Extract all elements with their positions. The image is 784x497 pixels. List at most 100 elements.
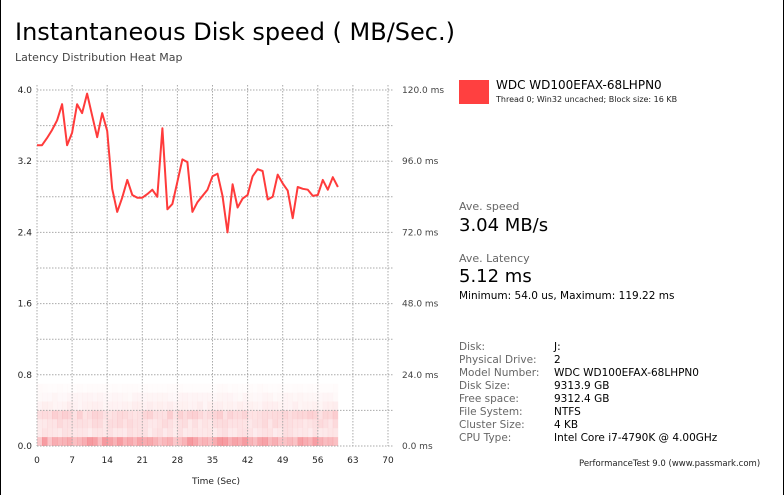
heatmap-cell [147, 392, 153, 402]
heatmap-cell [293, 384, 298, 393]
y2-tick-label: 48.0 ms [402, 300, 439, 310]
y2-tick-label: 72.0 ms [402, 228, 439, 238]
heatmap-cell [122, 384, 127, 393]
heatmap-cell [182, 428, 188, 438]
heatmap-cell [202, 428, 208, 438]
heatmap-cell [102, 428, 108, 438]
info-value: WDC WD100EFAX-68LHPN0 [554, 367, 699, 379]
heatmap-cell [107, 410, 113, 420]
heatmap-cell [122, 401, 128, 411]
heatmap-cell [127, 401, 133, 411]
heatmap-cell [42, 392, 48, 402]
info-key: Physical Drive: [459, 354, 537, 366]
heatmap-cell [312, 392, 319, 402]
heatmap-cell [218, 384, 223, 393]
heatmap-cell [232, 419, 238, 429]
heatmap-cell [282, 437, 289, 446]
heatmap-cell [157, 392, 163, 402]
heatmap-cell [207, 410, 213, 420]
heatmap-cell [192, 419, 198, 429]
heatmap-cell [257, 419, 263, 429]
heatmap-cell [77, 428, 83, 438]
heatmap-cell [297, 437, 304, 446]
heatmap-cell [77, 410, 83, 420]
heatmap-cell [187, 428, 193, 438]
info-value: Intel Core i7-4790K @ 4.00GHz [554, 432, 718, 444]
heatmap-cell [187, 437, 193, 446]
heatmap-cell [112, 419, 118, 429]
heatmap-cell [297, 392, 304, 402]
heatmap-cell [192, 410, 198, 420]
x-tick-label: 49 [277, 456, 289, 466]
heatmap-cell [77, 419, 83, 429]
heatmap-cell [232, 392, 238, 402]
heatmap-cell [317, 392, 324, 402]
disk-speed-chart: 0 7 14 21 28 35 42 49 56 63 70 0.0 0.8 1.6 2.4 3.2 4.0 0.… [18, 85, 444, 487]
heatmap-cell [42, 384, 47, 393]
heatmap-cell [142, 392, 148, 402]
heatmap-cell [232, 401, 238, 411]
heatmap-cell [312, 428, 319, 438]
heatmap-cell [47, 393, 52, 402]
heatmap-cell [302, 410, 309, 420]
heatmap-cell [237, 410, 243, 420]
heatmap-cell [172, 392, 178, 402]
heatmap-cell [297, 428, 304, 438]
heatmap-cell [317, 410, 324, 420]
heatmap-cell [137, 401, 143, 411]
heatmap-cell [222, 401, 228, 411]
heatmap-cell [262, 392, 268, 402]
heatmap-cell [327, 410, 334, 420]
info-value: 9312.4 GB [554, 393, 610, 405]
heatmap-cell [298, 384, 303, 393]
heatmap-cell [72, 401, 78, 411]
heatmap-cell [152, 392, 158, 402]
heatmap-cell [57, 392, 63, 402]
heatmap-cell [238, 384, 243, 393]
heatmap-cell [152, 437, 158, 446]
heatmap-cell [87, 384, 92, 393]
heatmap-cell [302, 419, 309, 429]
heatmap-cell [107, 419, 113, 429]
heatmap-cell [172, 401, 178, 411]
heatmap-cell [318, 384, 323, 393]
heatmap-cell [82, 384, 87, 393]
latency-min-max: Minimum: 54.0 us, Maximum: 119.22 ms [459, 290, 675, 302]
heatmap-cell [277, 437, 283, 446]
heatmap-cell [232, 437, 238, 446]
heatmap-cell [127, 393, 132, 402]
heatmap-cell [242, 437, 248, 446]
heatmap-cell [37, 384, 42, 393]
heatmap-cell [212, 401, 218, 411]
heatmap-cell [152, 410, 158, 420]
heatmap-cell [102, 437, 108, 446]
heatmap-cell [162, 384, 167, 393]
heatmap-cell [237, 437, 243, 446]
heatmap-cell [142, 384, 147, 393]
heatmap-cell [272, 419, 278, 429]
heatmap-cell [333, 384, 338, 393]
x-tick-label: 63 [347, 456, 358, 466]
heatmap-cell [322, 419, 329, 429]
page-title: Instantaneous Disk speed ( MB/Sec.) [15, 18, 455, 46]
info-value: J: [554, 341, 561, 353]
heatmap-cell [97, 437, 103, 446]
heatmap-cell [233, 384, 238, 393]
heatmap-cell [62, 410, 68, 420]
heatmap-cell [77, 401, 83, 411]
heatmap-cell [192, 401, 198, 411]
heatmap-cell [197, 392, 203, 402]
info-row-disk-size: Disk Size: 9313.9 GB [459, 380, 717, 393]
heatmap-cell [72, 428, 78, 438]
heatmap-cell [242, 401, 248, 411]
heatmap-cell [102, 410, 108, 420]
heatmap-cell [327, 392, 334, 402]
heatmap-cell [52, 428, 58, 438]
heatmap-cell [273, 393, 278, 402]
heatmap-cell [157, 428, 163, 438]
heatmap-cell [322, 410, 329, 420]
heatmap-cell [42, 410, 48, 420]
heatmap-cell [167, 401, 173, 411]
heatmap-cell [312, 437, 319, 446]
heatmap-cell [167, 392, 173, 402]
